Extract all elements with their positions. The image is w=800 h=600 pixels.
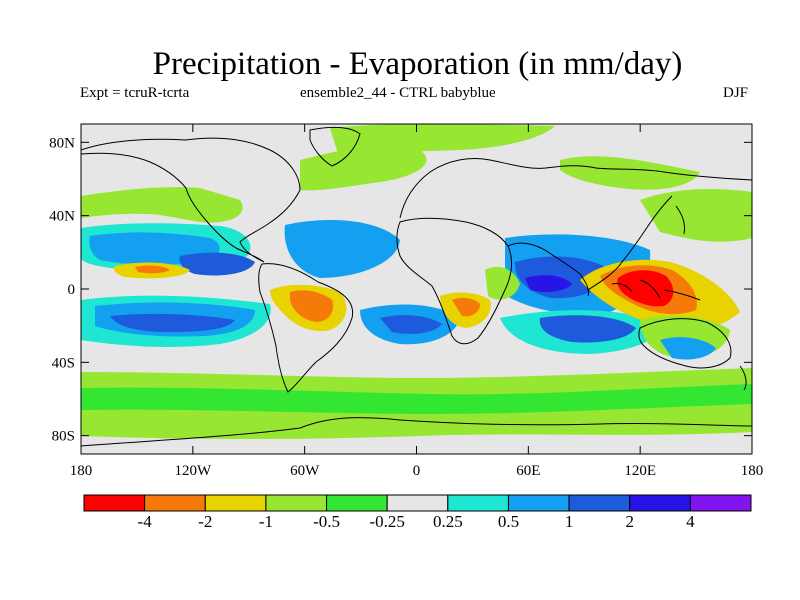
colorbar-swatch	[507, 494, 570, 512]
colorbar-swatch	[629, 494, 691, 512]
lat-tick-label: 80S	[52, 429, 75, 445]
colorbar-label: -2	[198, 512, 213, 531]
coast-africa	[396, 217, 512, 345]
north-atlantic-green	[300, 145, 427, 191]
colorbar-label: 1	[564, 512, 574, 531]
colorbar-swatch	[568, 494, 631, 512]
lon-tick-label: 120E	[624, 463, 656, 479]
lon-tick-label: 60W	[290, 463, 320, 479]
lon-tick-label: 0	[413, 463, 421, 479]
colorbar-swatch	[204, 494, 267, 512]
lon-tick-label: 180	[70, 463, 93, 479]
siberia-green	[560, 156, 700, 190]
coast-north-america	[81, 137, 301, 263]
coast-east-asia	[587, 195, 673, 291]
indian-ocean-deep-blue	[525, 275, 572, 292]
colorbar-label: 4	[686, 512, 695, 531]
colorbar-swatch	[83, 494, 146, 512]
arctic-green	[330, 124, 555, 160]
plot-title: Precipitation - Evaporation (in mm/day)	[152, 46, 683, 82]
colorbar-swatch	[144, 494, 206, 512]
coast-new-zealand	[739, 365, 747, 391]
north-pacific-green	[81, 187, 243, 223]
colorbar	[83, 494, 752, 512]
experiment-label: Expt = tcruR-tcrta	[80, 85, 190, 101]
coast-australia	[638, 318, 732, 369]
colorbar-swatch	[326, 494, 388, 512]
australia-cyan	[660, 337, 716, 360]
south-atlantic-darkblue	[380, 315, 442, 334]
south-pacific-darkblue	[110, 313, 235, 332]
atlantic-cyan	[284, 220, 400, 278]
lon-tick-label: 180	[741, 463, 764, 479]
coast-maritime-continent	[611, 279, 701, 301]
colorbar-label: 0.5	[497, 512, 520, 531]
map-fields	[81, 124, 752, 454]
lat-tick-label: 0	[68, 282, 76, 298]
africa-green	[485, 266, 520, 300]
colorbar-swatch	[689, 494, 752, 512]
colorbar-swatch	[447, 494, 509, 512]
coast-antarctica	[81, 417, 752, 447]
coast-europe	[399, 158, 752, 219]
colorbar-label: -4	[137, 512, 152, 531]
africa-orange	[452, 297, 480, 317]
colorbar-swatch	[386, 494, 449, 512]
colorbar-label: 2	[625, 512, 634, 531]
colorbar-label: -0.25	[369, 512, 405, 531]
lon-tick-label: 120W	[174, 463, 212, 479]
coastlines	[81, 126, 752, 447]
coast-japan	[675, 205, 685, 235]
southern-ocean-inner-band	[81, 384, 752, 414]
amazon-orange	[290, 290, 334, 322]
lat-tick-label: 80N	[49, 135, 75, 151]
coast-arabia-india	[507, 242, 589, 297]
kuroshio-green	[640, 189, 752, 242]
season-label: DJF	[723, 85, 749, 101]
colorbar-swatch	[265, 494, 328, 512]
itcz-orange-pacific	[135, 265, 170, 274]
colorbar-label: -1	[258, 512, 273, 531]
lon-tick-label: 60E	[516, 463, 540, 479]
lat-tick-label: 40N	[49, 209, 75, 225]
colorbar-label: -0.5	[313, 512, 340, 531]
itcz-pacific-blue	[179, 252, 255, 276]
colorbar-label: 0.25	[432, 512, 463, 531]
ensemble-label: ensemble2_44 - CTRL babyblue	[300, 85, 496, 101]
south-indian-blue	[539, 315, 636, 343]
lat-tick-label: 40S	[52, 355, 75, 371]
coast-greenland	[309, 126, 361, 167]
coast-south-america	[258, 263, 354, 393]
axis-ticks: 80N 40N 0 40S 80S 180 120W 60W 0 60E 120E 180	[49, 124, 763, 479]
